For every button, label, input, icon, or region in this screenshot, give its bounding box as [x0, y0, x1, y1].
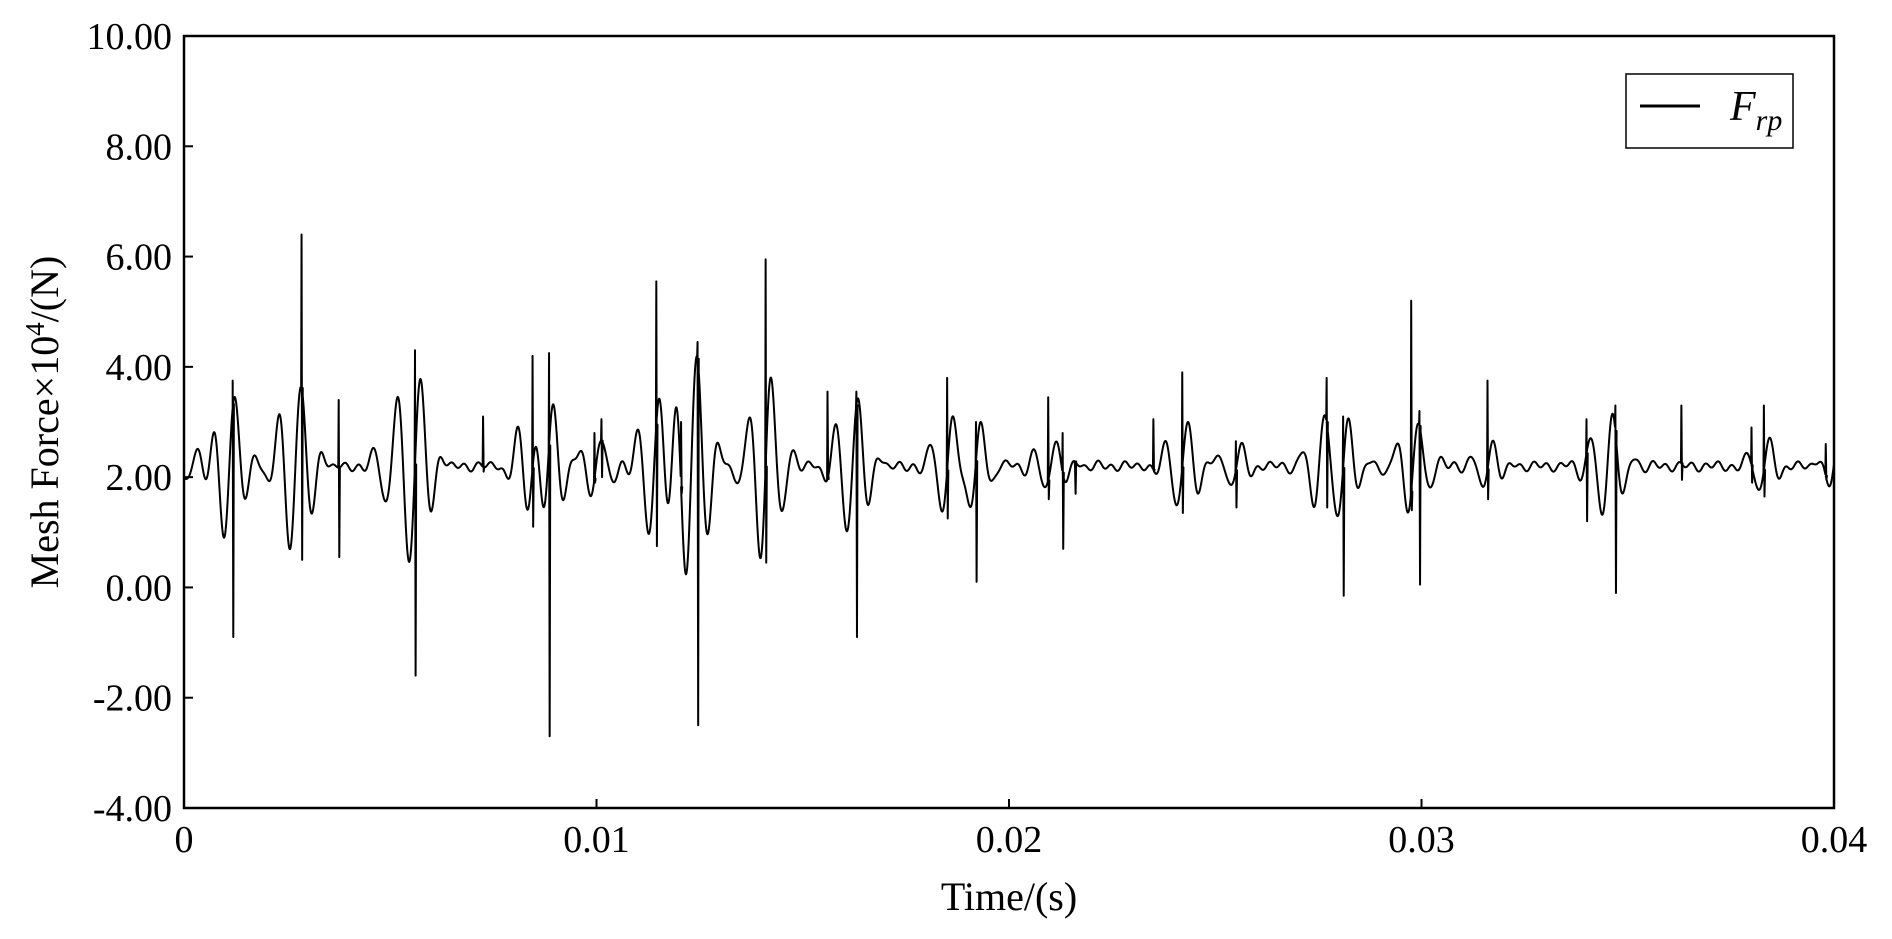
x-axis-ticks: 0 0.01 0.02 0.03 0.04 — [175, 799, 1868, 861]
y-axis-title-sup: 4 — [20, 322, 50, 336]
x-axis-title: Time/(s) — [941, 874, 1077, 919]
x-tick-label: 0.04 — [1801, 819, 1868, 861]
y-tick-label: -2.00 — [93, 678, 172, 720]
x-tick-label: 0.01 — [563, 819, 630, 861]
y-axis-title: Mesh Force×104/(N) — [20, 256, 67, 589]
y-tick-label: 2.00 — [106, 457, 173, 499]
x-tick-label: 0.03 — [1388, 819, 1455, 861]
legend: Frp — [1625, 73, 1794, 149]
y-tick-label: 10.00 — [87, 16, 173, 58]
y-tick-label: -4.00 — [93, 788, 172, 830]
x-tick-label: 0.02 — [976, 819, 1043, 861]
y-axis-title-main: Mesh Force×10 — [22, 336, 67, 589]
y-tick-label: 8.00 — [106, 126, 173, 168]
legend-label: Frp — [1729, 84, 1782, 137]
y-tick-label: 0.00 — [106, 567, 173, 609]
y-axis-title-tail: /(N) — [22, 256, 67, 323]
x-tick-label: 0 — [175, 819, 194, 861]
series-line-frp — [183, 233, 1835, 738]
legend-box — [1625, 73, 1794, 149]
y-axis-ticks: -4.00 -2.00 0.00 2.00 4.00 6.00 8.00 10.00 — [87, 16, 193, 830]
legend-label-sub: rp — [1756, 104, 1783, 137]
y-tick-label: 4.00 — [106, 347, 173, 389]
y-tick-label: 6.00 — [106, 237, 173, 279]
legend-label-main: F — [1729, 84, 1756, 130]
